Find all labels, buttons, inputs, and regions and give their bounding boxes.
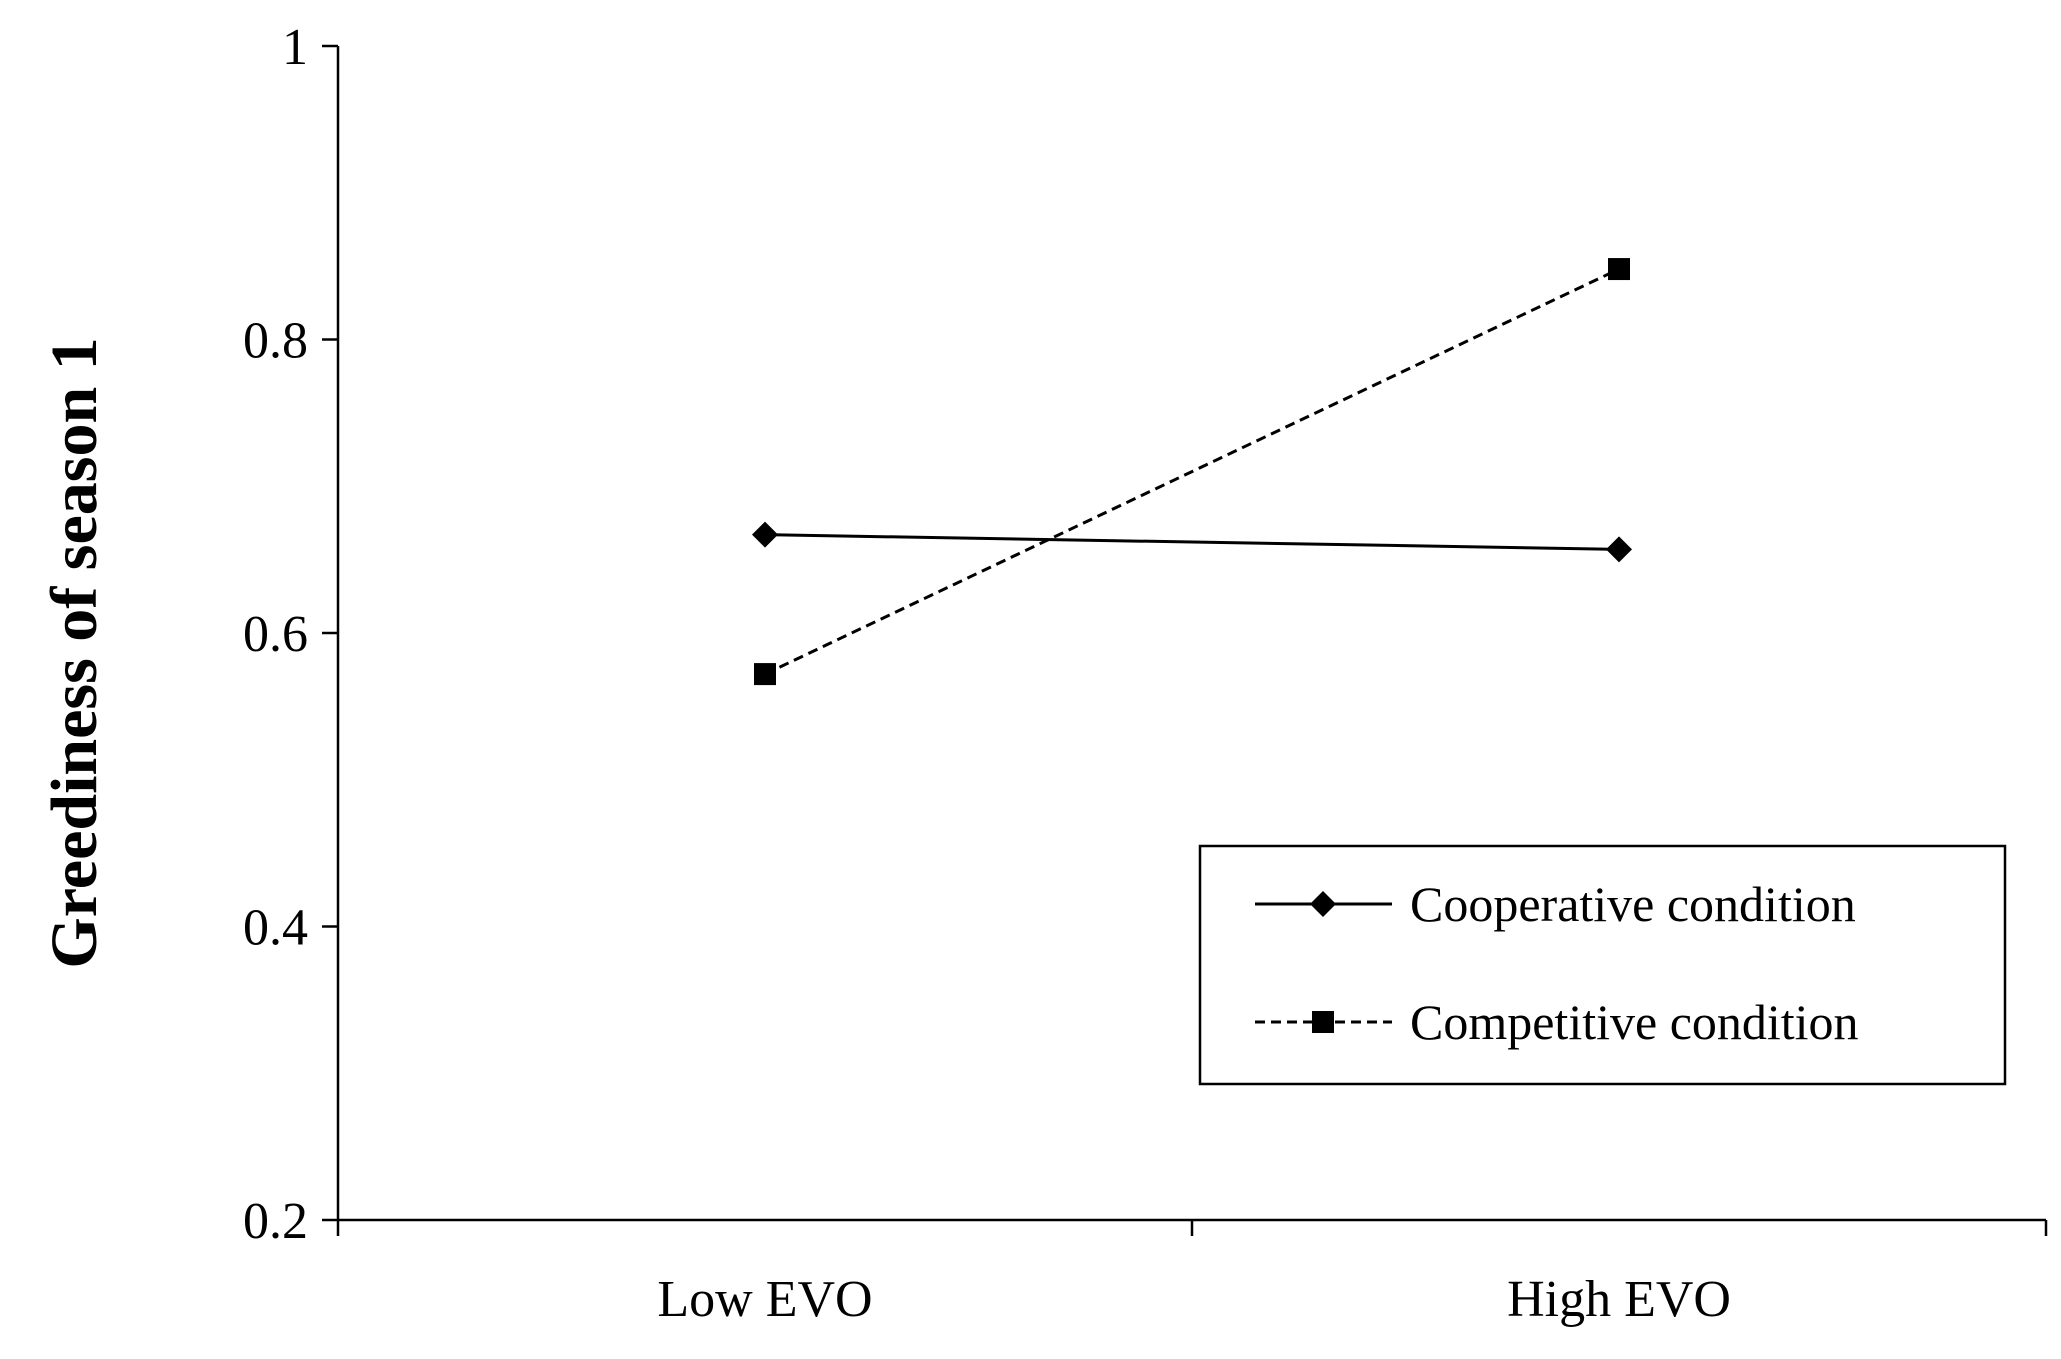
series-square — [754, 258, 1630, 686]
legend-marker — [1312, 1011, 1334, 1033]
legend: Cooperative condition Competitive conditi… — [1198, 844, 2007, 1086]
y-axis-title: Greediness of season 1 — [38, 337, 111, 968]
axes: 0.2 0.4 0.6 0.8 1 Low EVO High EVO — [243, 19, 2048, 1328]
x-tick-label: High EVO — [1507, 1271, 1731, 1328]
legend-entry: Competitive condition — [1255, 994, 1859, 1050]
series-layer — [752, 258, 1632, 686]
data-point — [752, 521, 778, 548]
legend-box — [1198, 844, 2007, 1086]
data-point — [1606, 536, 1632, 563]
y-tick-label: 1 — [282, 19, 308, 76]
legend-entry: Cooperative condition — [1255, 876, 1856, 932]
data-point — [754, 663, 776, 686]
series-line — [764, 533, 1620, 551]
x-tick-label: Low EVO — [657, 1271, 872, 1328]
legend-marker — [1310, 891, 1336, 917]
data-point — [1608, 258, 1630, 281]
series-diamond — [752, 521, 1632, 563]
y-tick-label: 0.2 — [243, 1193, 308, 1250]
legend-label: Cooperative condition — [1410, 876, 1856, 932]
y-tick-label: 0.8 — [243, 313, 308, 370]
series-line — [764, 267, 1620, 676]
y-tick-label: 0.4 — [243, 900, 308, 957]
y-tick-label: 0.6 — [243, 606, 308, 663]
legend-label: Competitive condition — [1410, 994, 1859, 1050]
